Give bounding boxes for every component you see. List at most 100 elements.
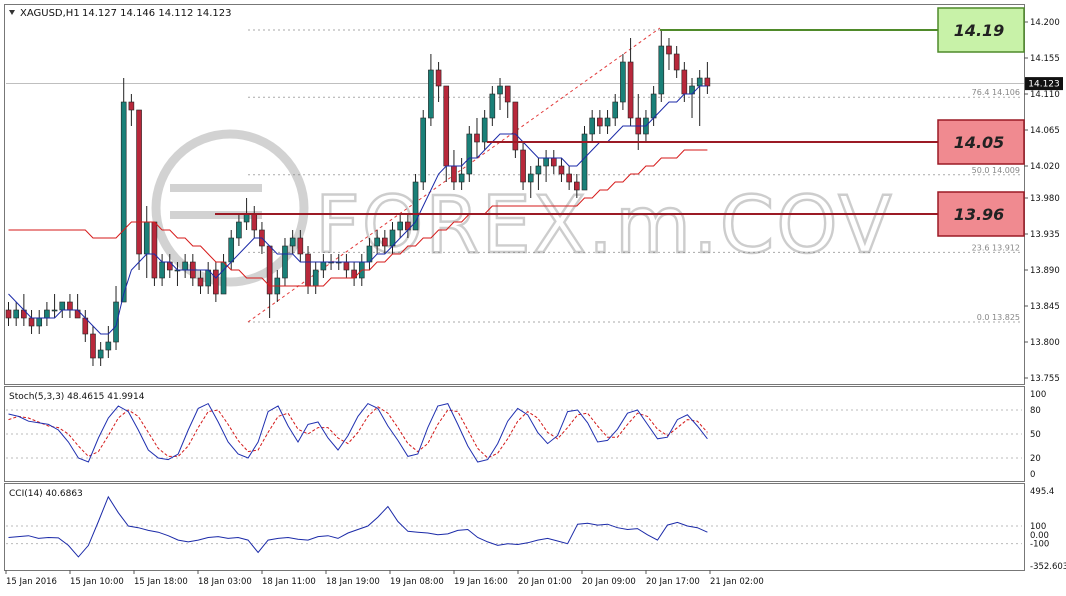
candle-body	[497, 85, 503, 95]
candle-body	[282, 245, 288, 279]
time-tick-label: 20 Jan 17:00	[646, 577, 700, 587]
candle-body	[451, 165, 457, 183]
candle-body	[382, 237, 388, 247]
fib-level-label: 50.0 14.009	[972, 166, 1020, 175]
candle-body	[681, 69, 688, 95]
ohlc-label: 14.127 14.146 14.112 14.123	[82, 8, 232, 19]
candle-body	[90, 333, 96, 359]
price-tick-label: 13.935	[1030, 230, 1060, 240]
stoch-tick-label: 50	[1030, 430, 1041, 440]
ma-fast-line	[8, 85, 708, 335]
time-tick-label: 15 Jan 18:00	[134, 577, 188, 587]
candle-body	[312, 269, 319, 287]
candle-body	[182, 261, 188, 271]
candle-body	[420, 117, 427, 183]
price-tick-label: 13.845	[1030, 302, 1060, 312]
stoch-panel[interactable]	[4, 386, 1025, 482]
candle-body	[620, 61, 626, 103]
fib-level-label: 0.0 13.825	[977, 313, 1020, 322]
stoch-signal-line	[8, 406, 708, 459]
time-tick-label: 15 Jan 2016	[6, 577, 57, 587]
level-label: 14.19	[954, 21, 1005, 40]
candle-body	[128, 101, 135, 111]
time-tick-label: 15 Jan 10:00	[70, 577, 124, 587]
level-box	[937, 119, 1025, 165]
fib-level-label: 76.4 14.106	[972, 88, 1020, 97]
candle-body	[320, 261, 327, 271]
cci-tick-label: -100	[1030, 540, 1049, 550]
cci-tick-label: 495.4	[1030, 487, 1054, 497]
fib-level-label: 23.6 13.912	[972, 243, 1020, 252]
main-price-panel[interactable]	[4, 4, 1025, 385]
symbol-label: XAGUSD,H1	[20, 8, 80, 19]
candle-body	[120, 101, 127, 303]
candle-body	[51, 309, 58, 312]
candle-body	[589, 117, 595, 135]
candle-body	[343, 261, 350, 271]
candle-body	[36, 317, 43, 327]
candle-body	[397, 221, 403, 231]
candle-body	[558, 165, 565, 175]
level-annotations: 14.19 14.05 13.96	[215, 7, 1025, 237]
candle-body	[67, 301, 73, 311]
candle-body	[604, 117, 611, 127]
candle-body	[151, 221, 158, 279]
time-tick-label: 20 Jan 09:00	[582, 577, 636, 587]
candle-body	[59, 301, 66, 311]
stoch-tick-label: 80	[1030, 406, 1041, 416]
candle-body	[650, 93, 657, 119]
cci-tick-label: 100	[1030, 522, 1046, 532]
candle-body	[673, 53, 680, 71]
candle-body	[266, 245, 273, 295]
current-price-label: 14.123	[1028, 80, 1060, 90]
candle-body	[159, 261, 165, 279]
candle-body	[428, 69, 434, 119]
candle-body	[597, 117, 603, 127]
candle-body	[527, 173, 534, 183]
stoch-tick-label: 0	[1030, 470, 1035, 480]
candle-body	[374, 237, 380, 247]
candle-body	[305, 253, 311, 287]
fibonacci-levels: 76.4 14.106 50.0 14.009 23.6 13.912 0.0 13.…	[6, 29, 1024, 323]
price-axis: 14.200 14.155 14.110 14.065 14.020 13.980 13.9…	[1024, 18, 1060, 384]
cci-line	[8, 495, 708, 558]
cci-tick-label: -352.603	[1030, 562, 1066, 572]
candle-body	[105, 341, 112, 351]
candle-body	[512, 101, 519, 151]
candle-body	[143, 221, 150, 255]
level-box	[937, 191, 1025, 237]
candle-body	[13, 309, 19, 319]
cci-tick-label: 0.00	[1030, 531, 1049, 541]
time-tick-label: 18 Jan 11:00	[262, 577, 316, 587]
stoch-axis: 100 80 50 20 0	[6, 390, 1046, 480]
candle-body	[481, 117, 488, 143]
candle-body	[474, 133, 480, 143]
candle-body	[197, 277, 204, 287]
level-box	[937, 7, 1025, 53]
price-tick-label: 14.200	[1030, 18, 1060, 28]
candle-body	[28, 317, 35, 327]
candle-body	[466, 133, 473, 175]
time-tick-label: 18 Jan 19:00	[326, 577, 380, 587]
candle-body	[489, 93, 496, 119]
candle-body	[520, 149, 526, 183]
candle-body	[97, 349, 104, 359]
candle-body	[535, 165, 542, 175]
stoch-label: Stoch(5,3,3) 48.4615 41.9914	[9, 392, 145, 402]
price-tick-label: 13.800	[1030, 338, 1060, 348]
candle-body	[297, 237, 304, 255]
candle-body	[435, 69, 442, 87]
time-tick-label: 19 Jan 08:00	[390, 577, 444, 587]
candle-body	[220, 261, 227, 295]
cci-panel[interactable]	[4, 483, 1025, 571]
time-axis: 15 Jan 2016 15 Jan 10:00 15 Jan 18:00 18 Ja…	[5, 570, 764, 587]
candles	[5, 30, 711, 366]
candle-body	[543, 157, 549, 167]
candle-body	[658, 45, 665, 95]
candle-body	[666, 45, 672, 55]
candle-body	[504, 85, 511, 103]
collapse-arrow-icon	[9, 10, 15, 15]
time-tick-label: 18 Jan 03:00	[198, 577, 252, 587]
